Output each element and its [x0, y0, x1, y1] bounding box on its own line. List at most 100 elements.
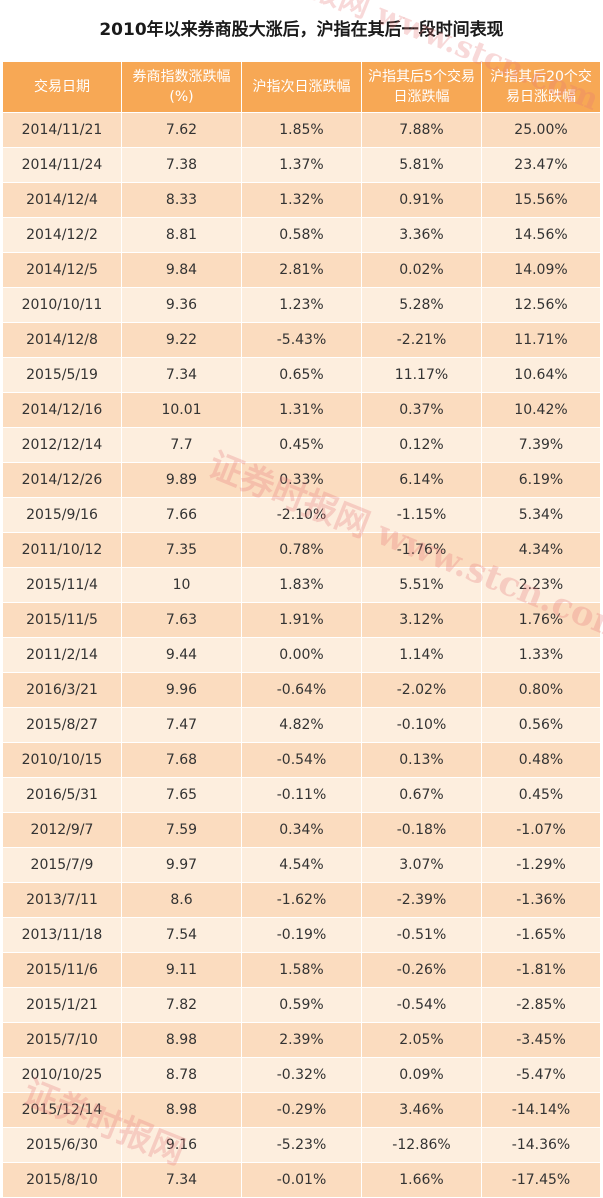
cell-next-day: -0.19% [241, 917, 362, 953]
cell-date: 2015/11/6 [2, 952, 122, 988]
cell-next-day: 0.45% [241, 427, 362, 463]
cell-date: 2015/12/14 [2, 1092, 122, 1128]
cell-5-day: -0.26% [361, 952, 482, 988]
cell-date: 2015/5/19 [2, 357, 122, 393]
cell-20-day: 25.00% [481, 112, 601, 148]
cell-5-day: -1.15% [361, 497, 482, 533]
cell-next-day: -0.29% [241, 1092, 362, 1128]
header-cell-date: 交易日期 [2, 61, 122, 113]
table-row: 2011/10/12 7.35 0.78% -1.76% 4.34% [2, 532, 601, 568]
cell-broker-index: 7.62 [121, 112, 242, 148]
cell-broker-index: 7.82 [121, 987, 242, 1023]
table-row: 2015/9/16 7.66 -2.10% -1.15% 5.34% [2, 497, 601, 533]
cell-20-day: 6.19% [481, 462, 601, 498]
cell-next-day: -1.62% [241, 882, 362, 918]
table-row: 2015/7/9 9.97 4.54% 3.07% -1.29% [2, 847, 601, 883]
header-row: 交易日期 券商指数涨跌幅(%) 沪指次日涨跌幅 沪指其后5个交易日涨跌幅 沪指其… [2, 61, 601, 113]
cell-5-day: 5.28% [361, 287, 482, 323]
table-row: 2015/7/10 8.98 2.39% 2.05% -3.45% [2, 1022, 601, 1058]
cell-broker-index: 7.47 [121, 707, 242, 743]
cell-5-day: 0.09% [361, 1057, 482, 1093]
cell-5-day: -2.21% [361, 322, 482, 358]
cell-5-day: 5.51% [361, 567, 482, 603]
table-row: 2014/11/24 7.38 1.37% 5.81% 23.47% [2, 147, 601, 183]
header-cell-broker-index: 券商指数涨跌幅(%) [121, 61, 242, 113]
cell-broker-index: 9.36 [121, 287, 242, 323]
cell-date: 2016/5/31 [2, 777, 122, 813]
cell-next-day: 1.37% [241, 147, 362, 183]
cell-date: 2010/10/15 [2, 742, 122, 778]
table-row: 2010/10/11 9.36 1.23% 5.28% 12.56% [2, 287, 601, 323]
cell-broker-index: 9.44 [121, 637, 242, 673]
cell-broker-index: 7.68 [121, 742, 242, 778]
cell-20-day: 4.34% [481, 532, 601, 568]
table-row: 2013/11/18 7.54 -0.19% -0.51% -1.65% [2, 917, 601, 953]
cell-date: 2015/7/10 [2, 1022, 122, 1058]
table-row: 2014/12/2 8.81 0.58% 3.36% 14.56% [2, 217, 601, 253]
cell-next-day: 1.85% [241, 112, 362, 148]
cell-5-day: -12.86% [361, 1127, 482, 1163]
header-cell-20-day: 沪指其后20个交易日涨跌幅 [481, 61, 601, 113]
cell-broker-index: 9.89 [121, 462, 242, 498]
cell-date: 2014/11/24 [2, 147, 122, 183]
cell-5-day: 0.91% [361, 182, 482, 218]
cell-next-day: -0.11% [241, 777, 362, 813]
cell-date: 2015/6/30 [2, 1127, 122, 1163]
cell-5-day: -1.76% [361, 532, 482, 568]
cell-broker-index: 8.98 [121, 1022, 242, 1058]
cell-5-day: 7.88% [361, 112, 482, 148]
cell-20-day: 10.42% [481, 392, 601, 428]
table-row: 2012/12/14 7.7 0.45% 0.12% 7.39% [2, 427, 601, 463]
cell-broker-index: 7.63 [121, 602, 242, 638]
cell-20-day: -3.45% [481, 1022, 601, 1058]
cell-next-day: -0.54% [241, 742, 362, 778]
cell-5-day: 5.81% [361, 147, 482, 183]
cell-next-day: 0.65% [241, 357, 362, 393]
cell-broker-index: 7.59 [121, 812, 242, 848]
cell-next-day: 1.31% [241, 392, 362, 428]
cell-next-day: 2.81% [241, 252, 362, 288]
cell-next-day: -0.32% [241, 1057, 362, 1093]
cell-20-day: -1.29% [481, 847, 601, 883]
cell-date: 2013/7/11 [2, 882, 122, 918]
cell-broker-index: 9.16 [121, 1127, 242, 1163]
cell-5-day: 3.46% [361, 1092, 482, 1128]
cell-broker-index: 7.35 [121, 532, 242, 568]
cell-next-day: -5.43% [241, 322, 362, 358]
cell-date: 2015/1/21 [2, 987, 122, 1023]
cell-5-day: 11.17% [361, 357, 482, 393]
table-row: 2011/2/14 9.44 0.00% 1.14% 1.33% [2, 637, 601, 673]
header-cell-5-day: 沪指其后5个交易日涨跌幅 [361, 61, 482, 113]
table-row: 2015/11/4 10 1.83% 5.51% 2.23% [2, 567, 601, 603]
cell-5-day: 2.05% [361, 1022, 482, 1058]
cell-5-day: 3.12% [361, 602, 482, 638]
cell-20-day: -1.36% [481, 882, 601, 918]
cell-next-day: -5.23% [241, 1127, 362, 1163]
cell-next-day: 4.54% [241, 847, 362, 883]
table-row: 2010/10/15 7.68 -0.54% 0.13% 0.48% [2, 742, 601, 778]
cell-broker-index: 8.98 [121, 1092, 242, 1128]
cell-20-day: 14.09% [481, 252, 601, 288]
cell-20-day: -5.47% [481, 1057, 601, 1093]
cell-next-day: 1.91% [241, 602, 362, 638]
table-row: 2015/1/21 7.82 0.59% -0.54% -2.85% [2, 987, 601, 1023]
cell-next-day: 0.59% [241, 987, 362, 1023]
cell-broker-index: 9.97 [121, 847, 242, 883]
cell-5-day: 0.02% [361, 252, 482, 288]
cell-20-day: -17.45% [481, 1162, 601, 1198]
cell-20-day: 1.33% [481, 637, 601, 673]
cell-next-day: 1.23% [241, 287, 362, 323]
cell-date: 2014/12/26 [2, 462, 122, 498]
cell-5-day: -2.39% [361, 882, 482, 918]
table-row: 2014/11/21 7.62 1.85% 7.88% 25.00% [2, 112, 601, 148]
cell-20-day: 0.56% [481, 707, 601, 743]
cell-broker-index: 7.65 [121, 777, 242, 813]
cell-next-day: 0.78% [241, 532, 362, 568]
cell-date: 2014/12/4 [2, 182, 122, 218]
table-row: 2015/11/6 9.11 1.58% -0.26% -1.81% [2, 952, 601, 988]
cell-broker-index: 7.38 [121, 147, 242, 183]
cell-20-day: 0.45% [481, 777, 601, 813]
cell-date: 2012/9/7 [2, 812, 122, 848]
table-row: 2015/8/27 7.47 4.82% -0.10% 0.56% [2, 707, 601, 743]
